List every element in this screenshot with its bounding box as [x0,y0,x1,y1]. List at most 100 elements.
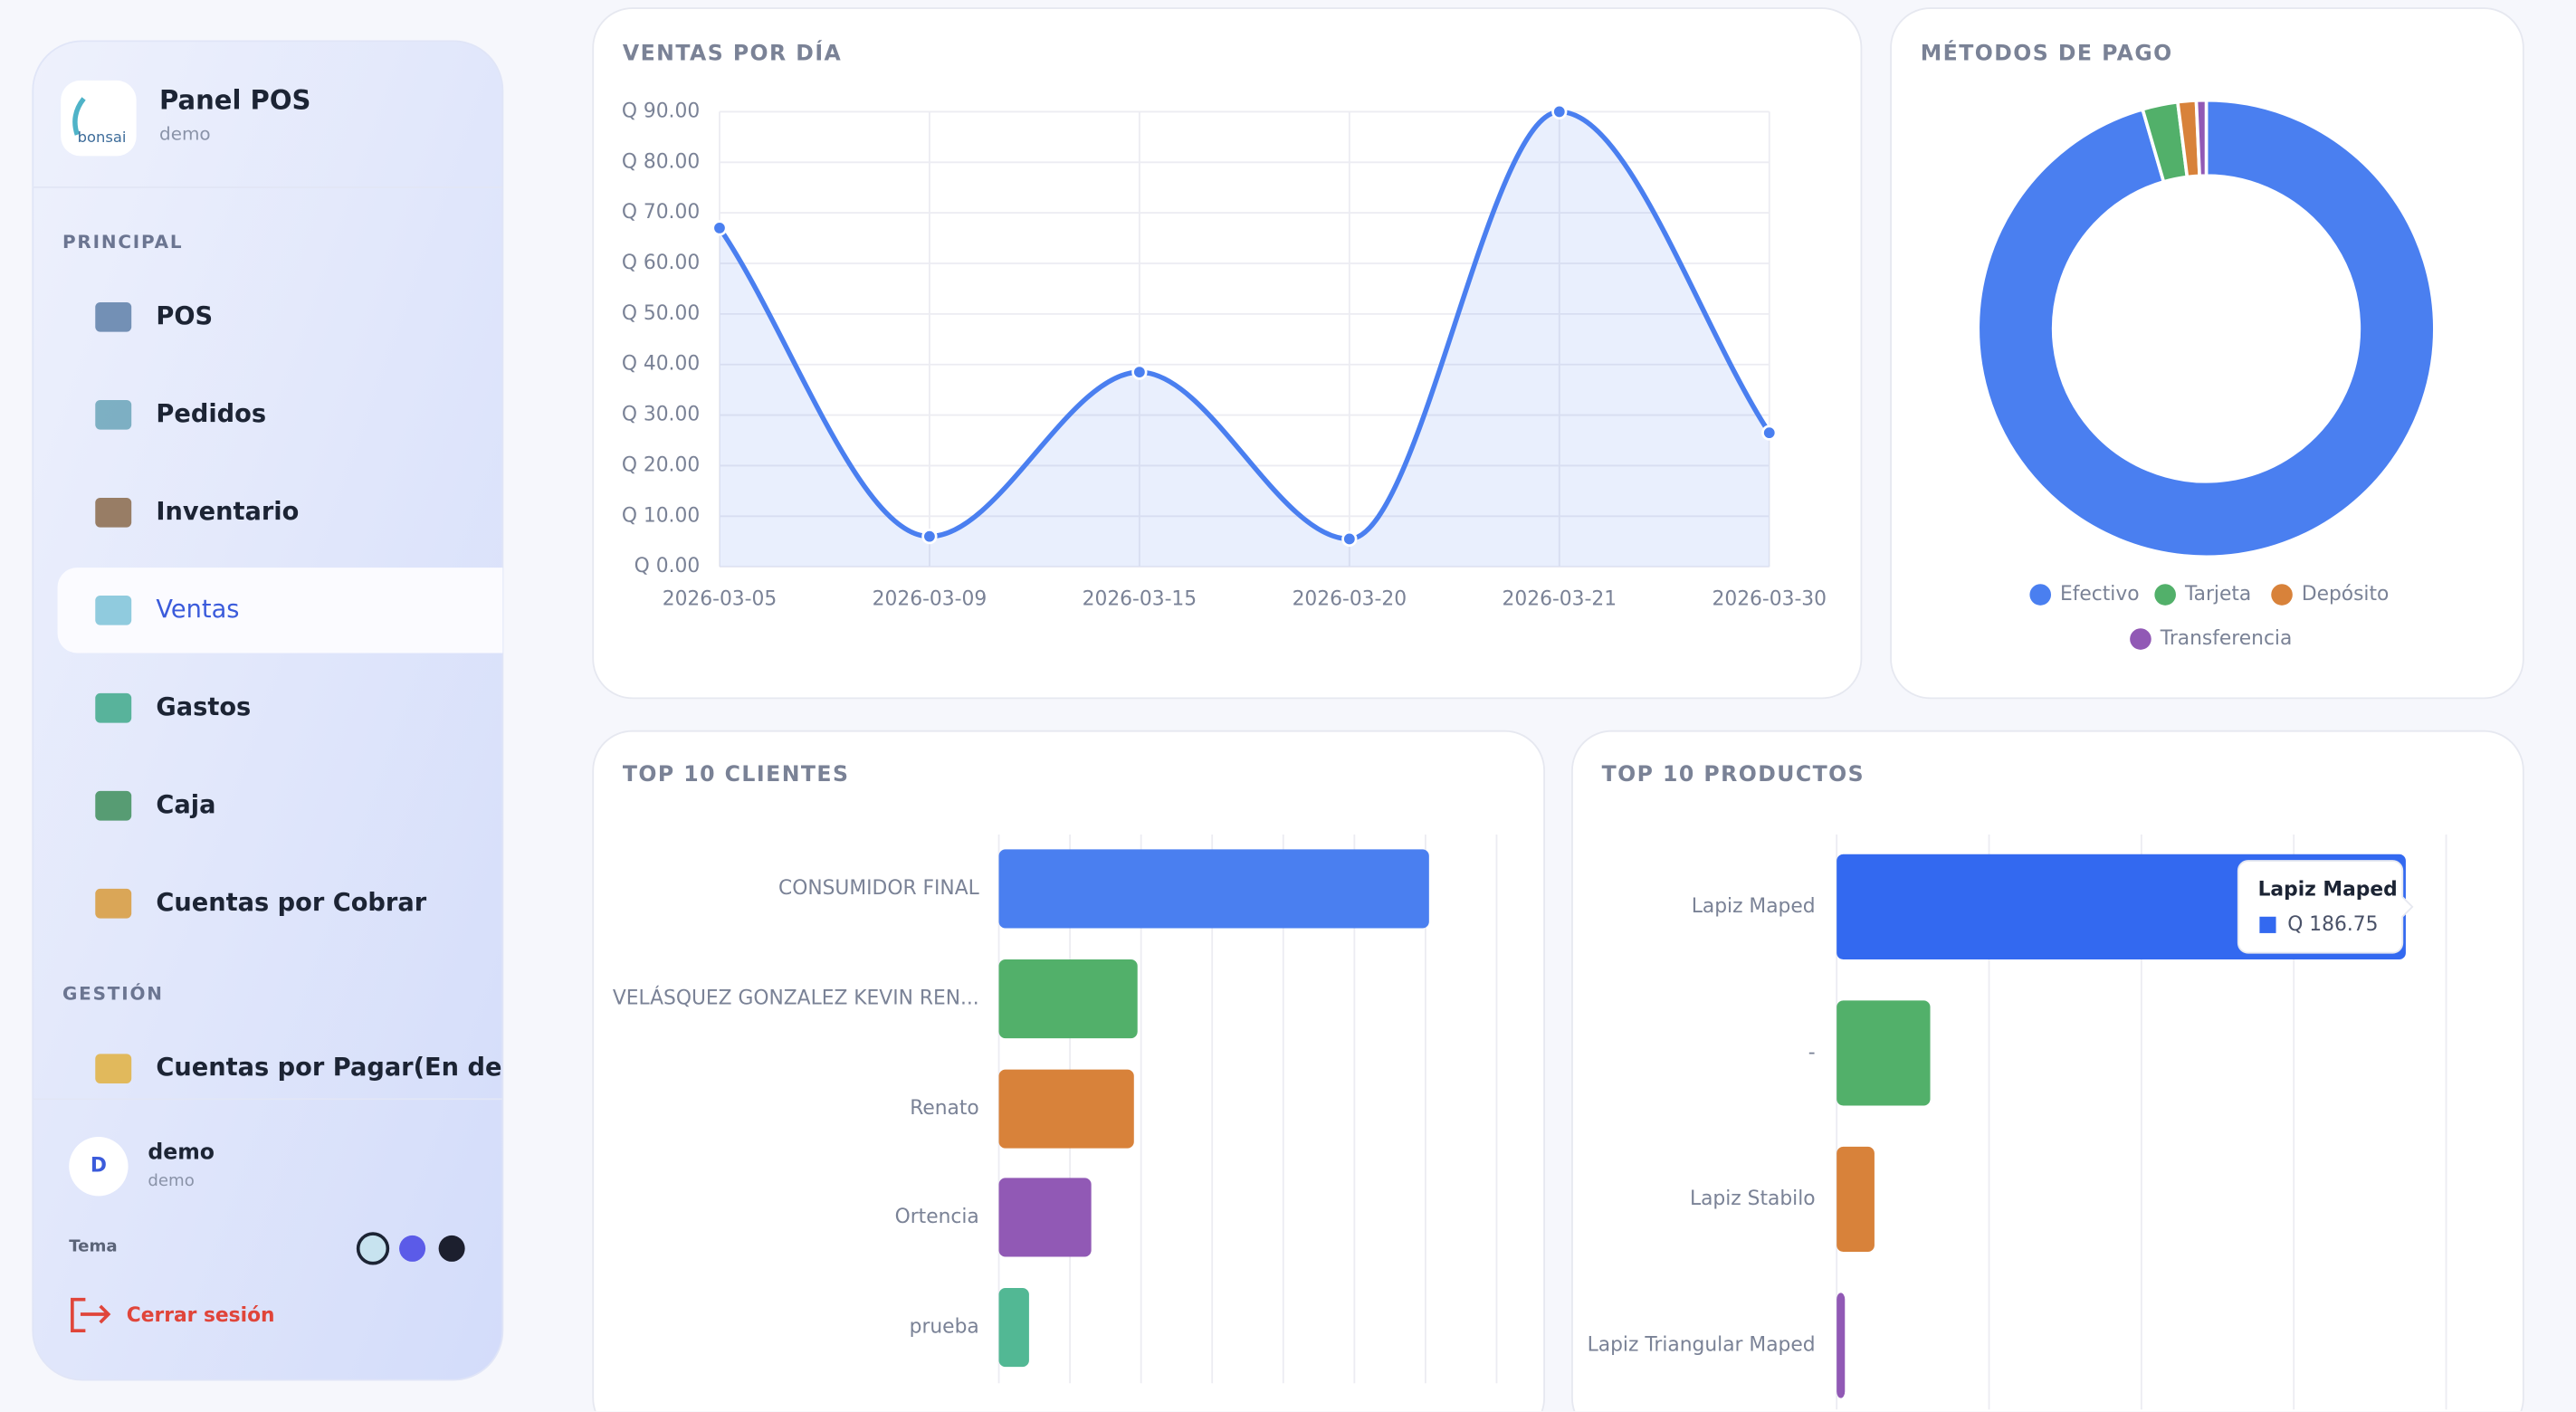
y-tick-label: Q 20.00 [622,453,700,476]
legend-swatch[interactable] [2029,584,2052,606]
nav-icon [95,595,132,625]
app-title: Panel POS [159,85,310,116]
card [1571,730,2524,1412]
y-tick-label: Q 30.00 [622,404,700,426]
point [921,529,938,545]
tooltip-swatch [2259,916,2276,933]
chart-title: VENTAS POR DÍA [623,40,842,65]
legend-swatch[interactable] [2271,584,2293,606]
sidebar: bonsai Panel POS demo PRINCIPAL POS Pedido… [32,40,619,1381]
nav-item[interactable]: Inventario [156,498,299,526]
bar[interactable] [998,1178,1092,1257]
x-tick-label: 2026-03-21 [1503,587,1617,610]
tooltip-value: Q 186.75 [2287,913,2378,936]
nav-item[interactable]: Pedidos [156,400,266,428]
point [711,220,728,236]
nav-icon [95,301,132,332]
y-tick-label: Q 50.00 [622,302,700,325]
y-tick-label: Q 70.00 [622,201,700,224]
bar[interactable] [1837,1000,1931,1106]
logout[interactable]: Cerrar sesión [127,1304,275,1327]
nav-item[interactable]: Gastos [156,693,251,721]
point [1131,364,1148,380]
slice [1976,98,2437,559]
nav-icon [95,888,132,919]
y-tick-label: Q 60.00 [622,252,700,274]
logo-icon [72,97,86,136]
legend-label[interactable]: Transferencia [2160,627,2293,650]
y-tick-label: Lapiz Triangular Maped [1588,1333,1816,1356]
slice [2194,98,2209,178]
section-label: PRINCIPAL [62,231,183,253]
y-tick-label: Renato [910,1097,979,1120]
y-tick-label: Q 0.00 [634,555,701,577]
x-tick-label: 2026-03-05 [663,587,778,610]
section-label: GESTIÓN [62,982,164,1004]
nav-item[interactable]: Ventas [156,596,239,624]
tooltip-box [2237,860,2414,954]
chart-title: TOP 10 CLIENTES [623,761,850,787]
tooltip-title: Lapiz Maped [2258,879,2398,902]
bar[interactable] [1837,1293,1846,1398]
sidebar-panel [32,40,504,1381]
theme-purple[interactable] [399,1235,426,1262]
theme-light[interactable] [356,1232,390,1265]
nav-icon [95,497,132,528]
y-tick-label: Lapiz Maped [1692,895,1816,918]
y-tick-label: prueba [910,1316,979,1339]
theme-dark[interactable] [438,1235,465,1262]
y-tick-label: - [1808,1041,1816,1064]
theme-label: Tema [69,1237,117,1256]
nav-item[interactable]: POS [156,302,213,330]
y-tick-label: Lapiz Stabilo [1690,1188,1816,1210]
charts: VENTAS POR DÍA Q 0.00 Q 10.00 Q 20.00 Q 30.0… [613,40,2447,1410]
nav-icon [95,790,132,821]
x-tick-label: 2026-03-09 [873,587,987,610]
y-tick-label: Q 90.00 [622,100,700,122]
bar[interactable] [998,959,1138,1039]
avatar-initial: D [91,1155,107,1178]
bar[interactable] [998,1069,1134,1149]
x-tick-label: 2026-03-30 [1713,587,1827,610]
y-tick-label: Q 80.00 [622,150,700,173]
nav: PRINCIPAL POS Pedidos Inventario Ventas Gasto… [57,231,619,1083]
nav-item[interactable]: Cuentas por Pagar(En desarrollo) [156,1054,619,1082]
nav-item[interactable]: Caja [156,791,215,819]
legend-label[interactable]: Tarjeta [2184,583,2251,606]
card [592,7,1863,700]
active-item [57,568,503,654]
legend-swatch[interactable] [2154,584,2176,606]
logo-box [61,80,137,157]
line [717,109,1772,542]
y-tick-label: Ortencia [895,1206,979,1228]
legend-swatch[interactable] [2130,628,2151,650]
bar[interactable] [998,849,1429,929]
y-tick-label: Q 40.00 [622,353,700,376]
logo-text: bonsai [78,129,127,146]
bar[interactable] [998,1287,1029,1368]
legend-label[interactable]: Efectivo [2060,583,2140,606]
y-tick-label: VELÁSQUEZ GONZALEZ KEVIN REN... [613,987,979,1010]
point [1551,103,1568,120]
logout-icon [71,1297,111,1332]
chart-title: MÉTODOS DE PAGO [1921,40,2173,65]
y-tick-label: CONSUMIDOR FINAL [778,877,980,900]
nav-icon [95,399,132,430]
point [1341,530,1358,548]
nav-item[interactable]: Cuentas por Cobrar [156,889,426,917]
area [719,111,1770,568]
user-role: demo [148,1171,194,1190]
point [1761,425,1778,441]
nav-icon [95,692,132,723]
chart-title: TOP 10 PRODUCTOS [1602,761,1865,787]
bar[interactable] [1837,1146,1875,1253]
app-subtitle: demo [159,122,211,144]
avatar [69,1136,129,1197]
legend-label[interactable]: Depósito [2302,583,2390,606]
nav-icon [95,1054,132,1083]
x-tick-label: 2026-03-20 [1293,587,1407,610]
y-tick-label: Q 10.00 [622,504,700,527]
